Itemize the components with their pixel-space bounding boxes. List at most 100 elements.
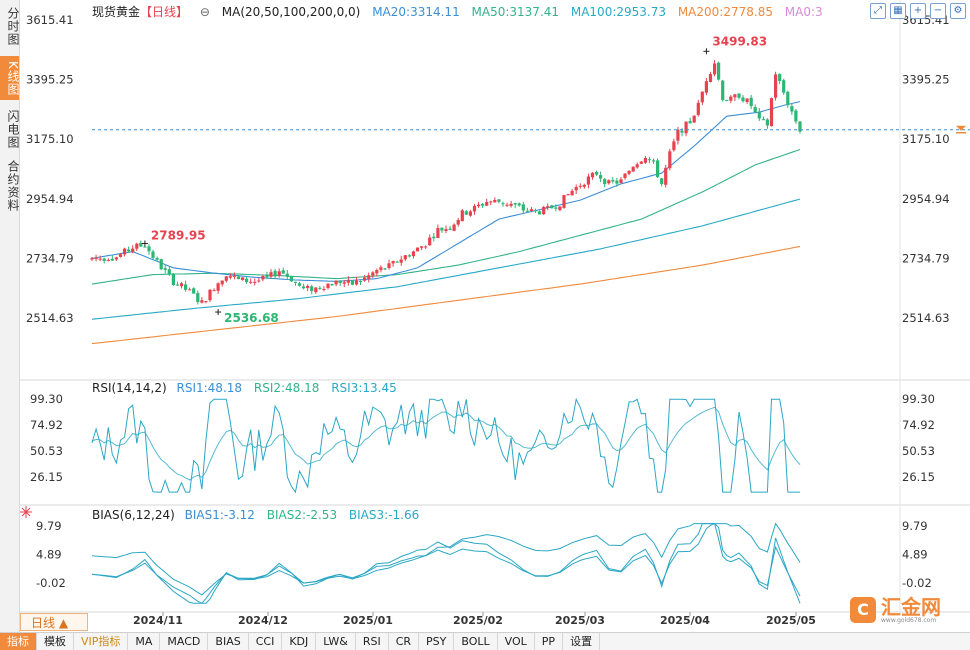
candle-body[interactable] (529, 209, 533, 211)
indicator-tab-1[interactable]: 模板 (37, 633, 74, 650)
candle-body[interactable] (696, 102, 700, 115)
candle-body[interactable] (481, 203, 485, 206)
candle-body[interactable] (420, 246, 424, 248)
candle-body[interactable] (721, 80, 725, 101)
candle-body[interactable] (188, 289, 192, 291)
candle-body[interactable] (761, 119, 765, 121)
rsi-label[interactable]: RSI(14,14,2) (92, 381, 167, 395)
candle-body[interactable] (680, 130, 684, 133)
indicator-tab-4[interactable]: MACD (160, 633, 209, 650)
candle-body[interactable] (114, 257, 118, 260)
candle-body[interactable] (782, 80, 786, 93)
candle-body[interactable] (456, 220, 460, 225)
candle-body[interactable] (668, 151, 672, 169)
indicator-tab-9[interactable]: RSI (356, 633, 389, 650)
candle-body[interactable] (765, 119, 769, 126)
candle-body[interactable] (595, 172, 599, 175)
candle-body[interactable] (179, 283, 184, 287)
candle-body[interactable] (615, 180, 619, 184)
candle-body[interactable] (302, 286, 306, 289)
candle-body[interactable] (546, 206, 550, 208)
candle-body[interactable] (175, 284, 179, 286)
candle-body[interactable] (574, 187, 578, 191)
sidebar-tab-3[interactable]: 合约资料 (6, 160, 20, 212)
candle-body[interactable] (289, 276, 293, 282)
ma-label[interactable]: MA(20,50,100,200,0,0) (221, 5, 361, 19)
zoom-in-icon[interactable]: + (910, 3, 926, 19)
candle-body[interactable] (643, 158, 647, 163)
candle-body[interactable] (749, 97, 753, 107)
candle-body[interactable] (167, 269, 171, 274)
candle-body[interactable] (684, 121, 688, 134)
candle-body[interactable] (375, 270, 379, 274)
candle-body[interactable] (700, 91, 704, 103)
candle-body[interactable] (232, 275, 236, 277)
candle-body[interactable] (757, 111, 761, 119)
candle-body[interactable] (485, 202, 489, 206)
candle-body[interactable] (554, 207, 558, 209)
candle-body[interactable] (387, 263, 391, 268)
candle-body[interactable] (570, 190, 574, 196)
indicator-tab-14[interactable]: PP (535, 633, 564, 650)
candle-body[interactable] (525, 210, 529, 212)
candle-body[interactable] (249, 281, 253, 283)
candle-body[interactable] (318, 287, 322, 289)
candle-body[interactable] (159, 259, 163, 270)
candle-body[interactable] (216, 283, 220, 291)
candle-body[interactable] (163, 268, 167, 270)
candle-body[interactable] (647, 159, 651, 161)
candle-body[interactable] (599, 175, 603, 179)
candle-body[interactable] (635, 164, 639, 168)
candle-body[interactable] (350, 280, 354, 285)
candle-body[interactable] (477, 204, 481, 207)
candle-body[interactable] (399, 259, 403, 263)
candle-body[interactable] (326, 283, 330, 288)
candle-body[interactable] (448, 228, 452, 230)
candle-body[interactable] (538, 211, 542, 215)
candle-body[interactable] (293, 281, 297, 283)
candle-body[interactable] (509, 203, 513, 206)
indicator-tab-0[interactable]: 指标 (0, 633, 37, 650)
sidebar-tab-1[interactable]: K线图 (0, 56, 20, 100)
candle-body[interactable] (212, 290, 216, 292)
candle-body[interactable] (672, 141, 676, 151)
candle-body[interactable] (131, 248, 135, 253)
candle-body[interactable] (184, 284, 188, 290)
candle-body[interactable] (753, 107, 757, 112)
candle-body[interactable] (725, 99, 729, 101)
candle-body[interactable] (717, 62, 721, 80)
candle-body[interactable] (383, 268, 387, 270)
candle-body[interactable] (432, 236, 436, 239)
candle-body[interactable] (798, 121, 802, 132)
indicator-tab-7[interactable]: KDJ (282, 633, 317, 650)
indicator-tab-5[interactable]: BIAS (208, 633, 249, 650)
candle-body[interactable] (257, 280, 261, 282)
candle-body[interactable] (285, 273, 289, 277)
candle-body[interactable] (452, 224, 456, 231)
candle-body[interactable] (631, 166, 635, 172)
candle-body[interactable] (436, 228, 440, 238)
candle-body[interactable] (261, 276, 265, 280)
candle-body[interactable] (200, 300, 204, 303)
candle-body[interactable] (424, 246, 428, 248)
candle-body[interactable] (224, 276, 228, 281)
candle-body[interactable] (102, 258, 106, 261)
zoom-out-icon[interactable]: − (930, 3, 946, 19)
indicator-tab-6[interactable]: CCI (249, 633, 283, 650)
candle-body[interactable] (98, 258, 102, 260)
candle-body[interactable] (550, 205, 554, 209)
indicator-tab-3[interactable]: MA (128, 633, 161, 650)
candle-body[interactable] (269, 272, 273, 277)
candle-body[interactable] (790, 106, 794, 112)
candle-body[interactable] (692, 115, 696, 123)
candle-body[interactable] (542, 206, 546, 215)
candle-body[interactable] (371, 272, 375, 276)
candle-body[interactable] (713, 63, 717, 75)
expand-icon[interactable]: ⤢ (870, 3, 886, 19)
candle-body[interactable] (346, 279, 350, 283)
candle-body[interactable] (611, 180, 615, 182)
candle-body[interactable] (505, 204, 509, 206)
candle-body[interactable] (123, 248, 127, 255)
candle-body[interactable] (533, 210, 538, 212)
candle-body[interactable] (656, 160, 660, 178)
